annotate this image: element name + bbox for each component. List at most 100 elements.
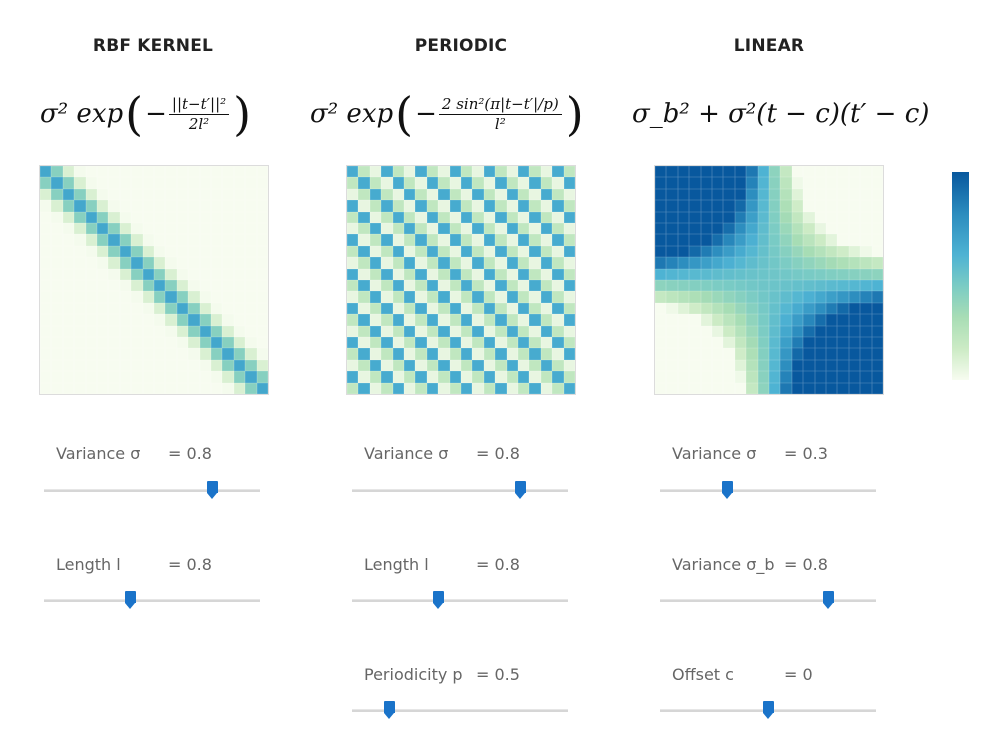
heatmap-cell [245, 211, 257, 223]
heatmap-cell [142, 325, 154, 337]
heatmap-cell [746, 200, 758, 212]
heatmap-cell [153, 166, 166, 178]
variance-slider-track[interactable] [352, 481, 568, 499]
heatmap-cell [529, 177, 541, 189]
variance-slider-thumb[interactable] [721, 481, 733, 499]
heatmap-cell [347, 257, 359, 269]
heatmap-cell [700, 302, 712, 315]
heatmap-cell [176, 302, 189, 315]
heatmap-cell [403, 325, 416, 337]
heatmap-cell [768, 382, 781, 394]
variance-b-slider-track[interactable] [660, 591, 876, 609]
variance-slider-thumb[interactable] [515, 481, 527, 499]
heatmap-cell [825, 302, 838, 315]
heatmap-cell [655, 291, 667, 303]
heatmap-cell [552, 211, 564, 223]
heatmap-cell [540, 222, 553, 235]
heatmap-cell [188, 234, 200, 246]
heatmap-cell [51, 359, 63, 372]
variance-b-slider-thumb[interactable] [823, 591, 835, 609]
heatmap-cell [426, 336, 439, 349]
heatmap-cell [723, 200, 735, 212]
heatmap-cell [552, 234, 564, 246]
heatmap-cell [803, 279, 815, 292]
variance-slider-track[interactable] [44, 481, 260, 499]
heatmap-cell [210, 234, 223, 246]
heatmap-cell [746, 291, 758, 303]
heatmap-cell [711, 234, 724, 246]
heatmap-cell [460, 222, 473, 235]
heatmap-cell [119, 279, 132, 292]
heatmap-cell [381, 302, 393, 315]
heatmap-cell [460, 268, 473, 280]
heatmap-cell [495, 177, 507, 189]
heatmap-cell [472, 302, 484, 315]
heatmap-cell [677, 359, 690, 372]
heatmap-cell [426, 177, 439, 189]
heatmap-cell [392, 166, 404, 178]
heatmap-cell [655, 245, 667, 258]
periodicity-slider-thumb[interactable] [383, 701, 395, 719]
heatmap-cell [825, 188, 838, 201]
heatmap-cell [199, 188, 211, 201]
length-slider-thumb[interactable] [125, 591, 137, 609]
heatmap-cell [723, 211, 735, 223]
heatmap-cell [108, 188, 120, 201]
heatmap-cell [85, 325, 97, 337]
heatmap-cell [871, 268, 883, 280]
heatmap-cell [426, 279, 439, 292]
heatmap-cell [517, 325, 530, 337]
length-slider-track[interactable] [352, 591, 568, 609]
heatmap-cell [677, 234, 690, 246]
heatmap-cell [506, 382, 518, 394]
length-slider-track[interactable] [44, 591, 260, 609]
heatmap-cell [563, 268, 575, 280]
heatmap-cell [381, 177, 393, 189]
heatmap-cell [40, 257, 52, 269]
heatmap-cell [369, 382, 382, 394]
heatmap-cell [188, 200, 200, 212]
heatmap-cell [51, 211, 63, 223]
heatmap-cell [381, 382, 393, 394]
heatmap-cell [814, 302, 826, 315]
heatmap-cell [233, 348, 246, 360]
heatmap-cell [369, 211, 382, 223]
heatmap-cell [153, 268, 166, 280]
variance-slider-thumb[interactable] [207, 481, 219, 499]
heatmap-cell [871, 211, 883, 223]
formula-main: σ² exp [310, 99, 394, 129]
heatmap-cell [848, 359, 861, 372]
heatmap-cell [222, 314, 234, 326]
heatmap-cell [791, 359, 804, 372]
heatmap-cell [392, 302, 404, 315]
heatmap-cell [666, 257, 678, 269]
heatmap-cell [85, 166, 97, 178]
heatmap-cell [700, 234, 712, 246]
heatmap-cell [449, 314, 461, 326]
heatmap-cell [381, 200, 393, 212]
heatmap-cell [860, 382, 872, 394]
heatmap-cell [142, 200, 154, 212]
offset-slider-thumb[interactable] [763, 701, 774, 719]
heatmap-cell [131, 302, 143, 315]
heatmap-cell [74, 336, 86, 349]
heatmap-cell [825, 314, 838, 326]
heatmap-cell [62, 211, 75, 223]
heatmap-cell [40, 314, 52, 326]
periodicity-slider-track[interactable] [352, 701, 568, 719]
heatmap-cell [438, 222, 450, 235]
heatmap-cell [677, 314, 690, 326]
offset-slider-track[interactable] [660, 701, 876, 719]
heatmap-cell [62, 279, 75, 292]
heatmap-cell [392, 325, 404, 337]
heatmap-cell [210, 166, 223, 178]
heatmap-cell [222, 257, 234, 269]
length-slider-thumb[interactable] [433, 591, 445, 609]
heatmap-cell [96, 200, 109, 212]
heatmap-cell [495, 314, 507, 326]
heatmap-cell [472, 234, 484, 246]
variance-slider-track[interactable] [660, 481, 876, 499]
heatmap-cell [347, 382, 359, 394]
heatmap-cell [62, 222, 75, 235]
heatmap-cell [210, 177, 223, 189]
